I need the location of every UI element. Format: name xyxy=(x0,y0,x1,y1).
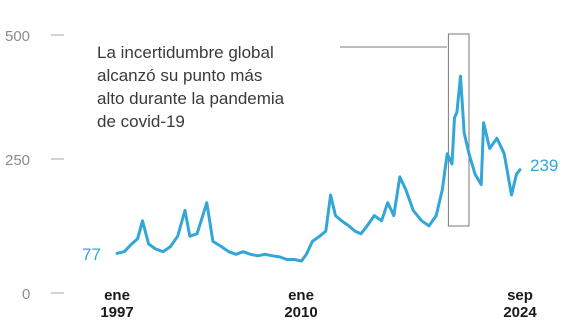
annotation: La incertidumbre global alcanzó su punto… xyxy=(97,33,470,227)
y-tick-label-0: 0 xyxy=(22,286,30,303)
y-axis: 500 250 0 xyxy=(5,28,64,303)
x-tick-ene-2010-month: ene xyxy=(288,287,314,304)
x-tick-ene-1997-year: 1997 xyxy=(100,304,133,321)
annotation-line-3: alto durante la pandemia xyxy=(97,89,285,108)
annotation-line-4: de covid-19 xyxy=(97,112,185,131)
x-tick-ene-2010-year: 2010 xyxy=(284,304,317,321)
series-line xyxy=(115,74,522,263)
x-tick-ene-1997-month: ene xyxy=(104,287,130,304)
end-value-label: 239 xyxy=(530,156,558,175)
annotation-line-1: La incertidumbre global xyxy=(97,43,274,62)
y-tick-label-250: 250 xyxy=(5,152,30,169)
x-axis: ene 1997 ene 2010 sep 2024 xyxy=(100,287,537,321)
annotation-line-2: alcanzó su punto más xyxy=(97,66,262,85)
x-tick-sep-2024-month: sep xyxy=(507,287,533,304)
x-tick-sep-2024-year: 2024 xyxy=(503,304,537,321)
highlight-box xyxy=(447,33,470,227)
start-value-label: 77 xyxy=(82,245,101,264)
y-tick-label-500: 500 xyxy=(5,28,30,45)
